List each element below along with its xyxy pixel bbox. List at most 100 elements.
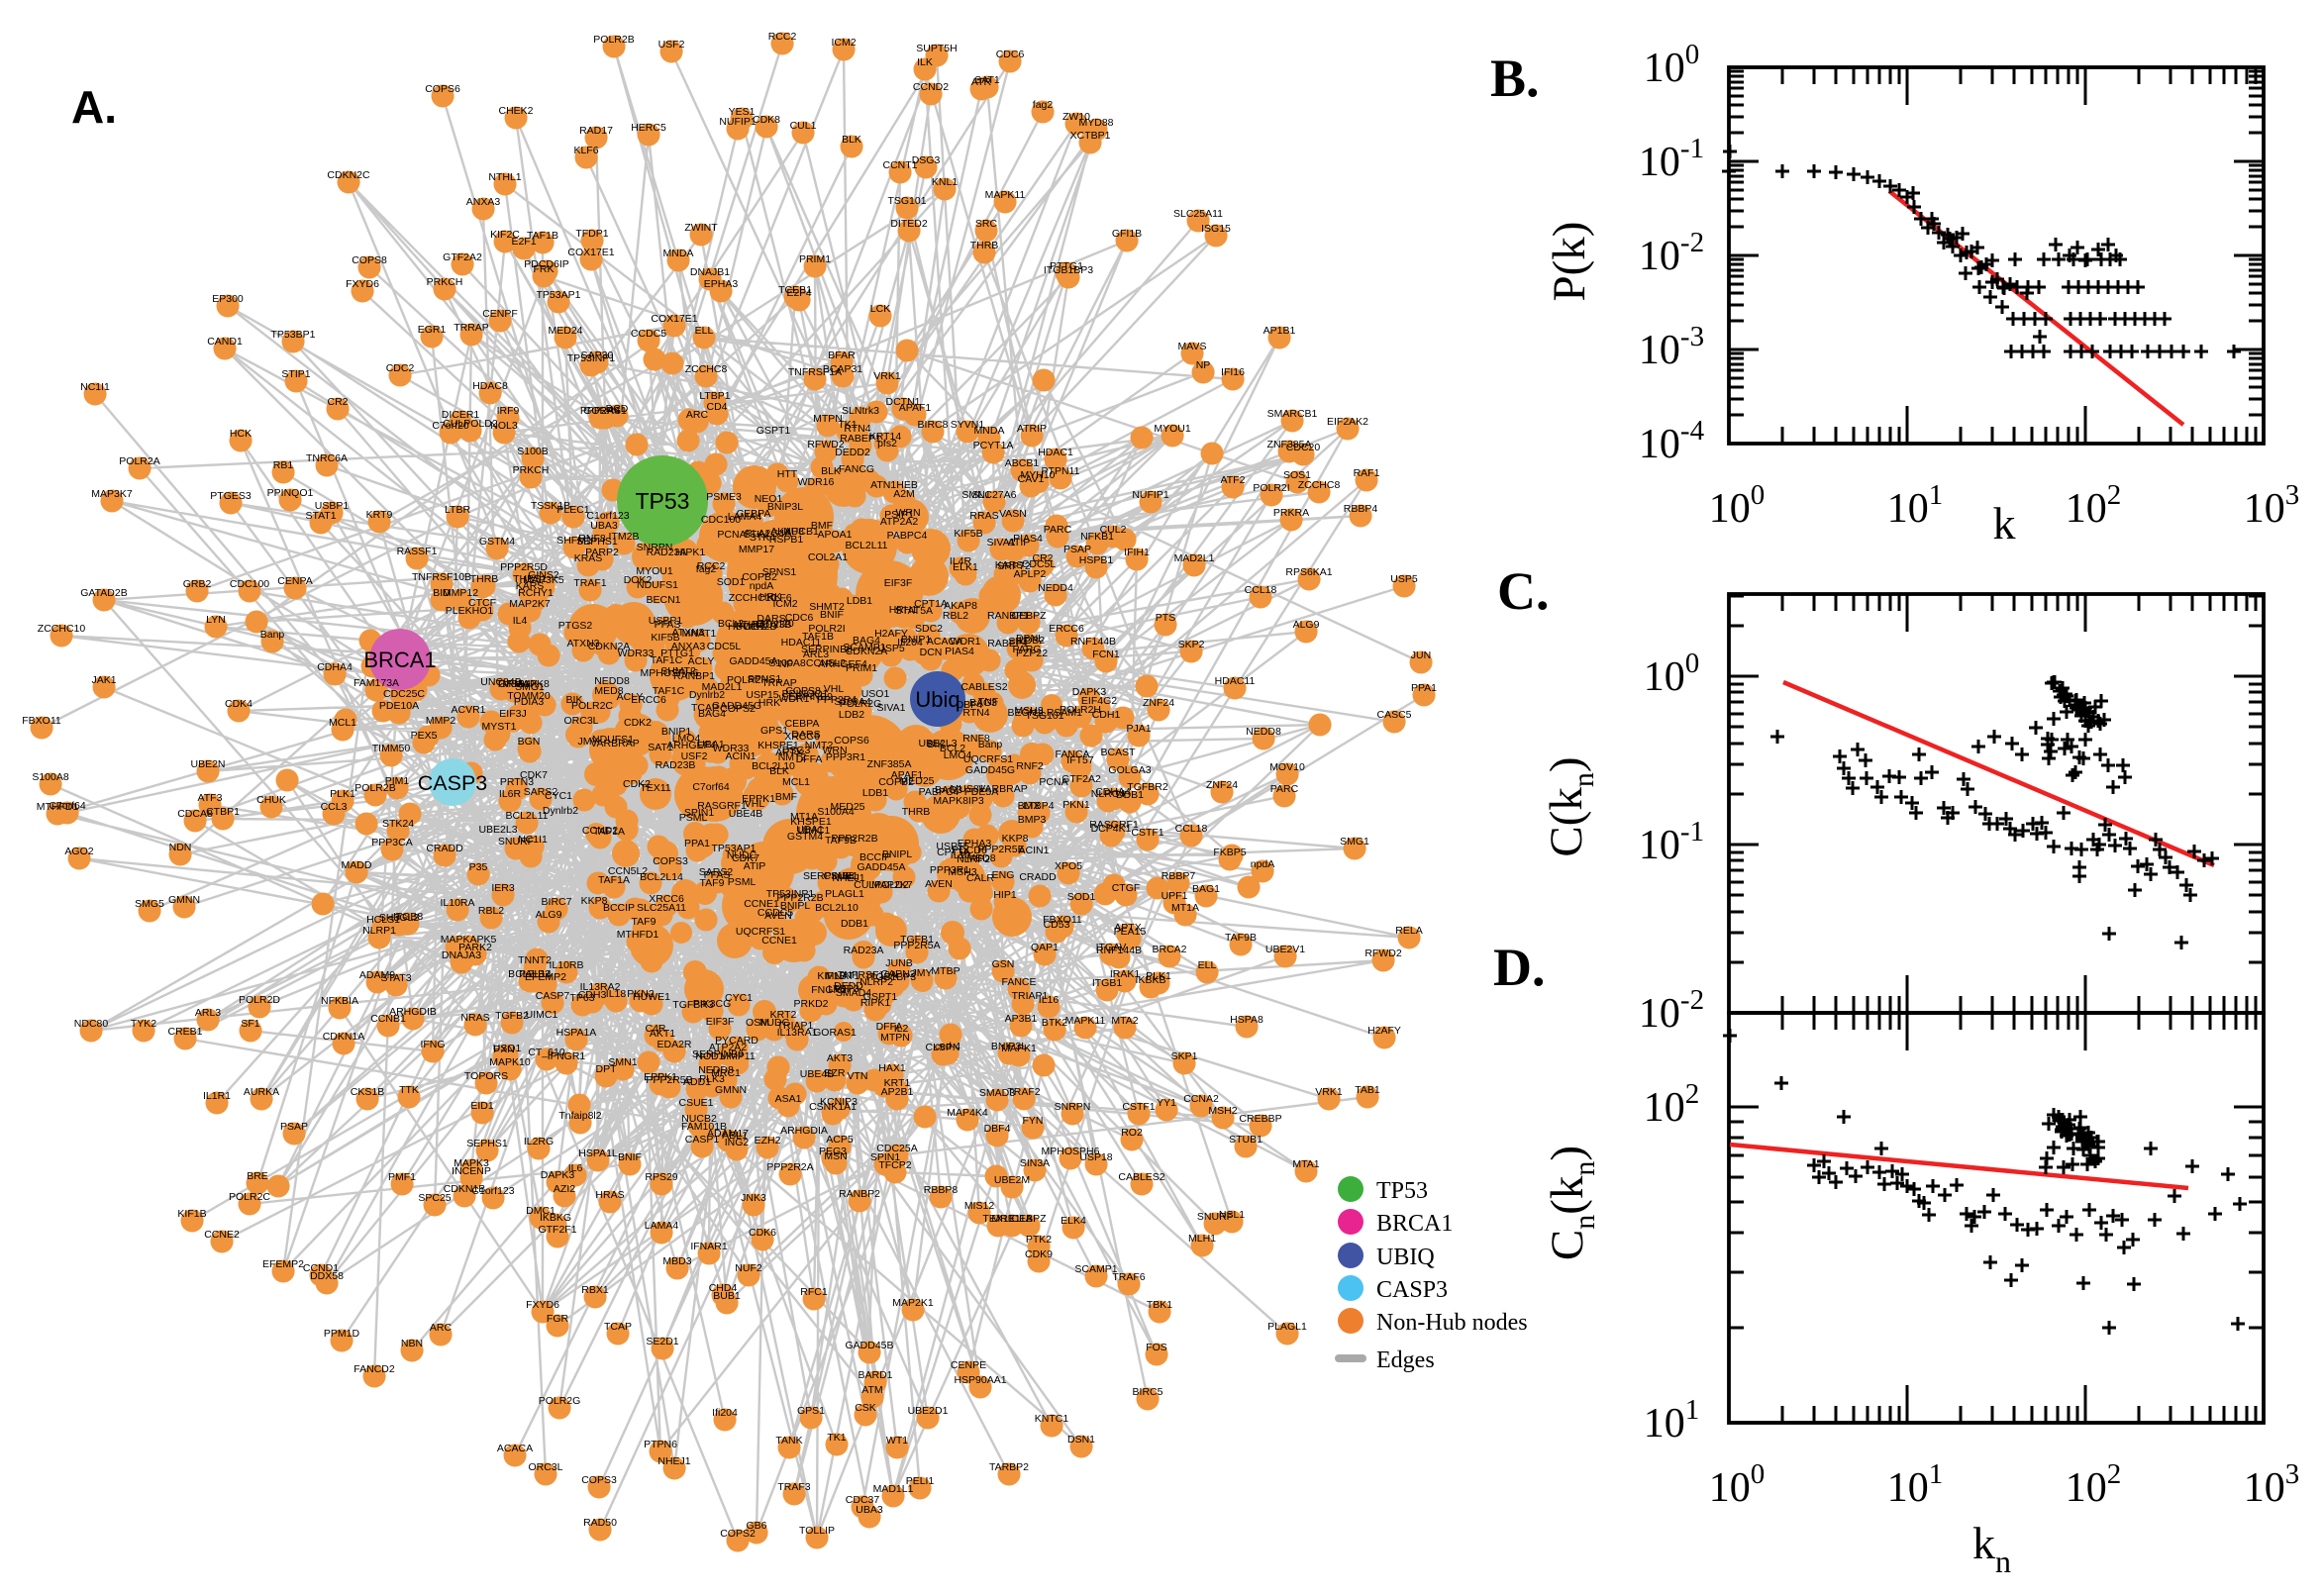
svg-text:BFAR: BFAR (828, 349, 856, 361)
svg-text:PYCARD: PYCARD (715, 1035, 758, 1047)
svg-text:ITGB1: ITGB1 (1092, 977, 1123, 989)
svg-text:MMP12: MMP12 (443, 587, 478, 599)
svg-text:EID1: EID1 (470, 1100, 494, 1112)
svg-text:GOLGA3: GOLGA3 (1108, 764, 1151, 776)
svg-text:D.: D. (1493, 938, 1546, 997)
svg-text:MAD1L1: MAD1L1 (873, 1483, 914, 1495)
svg-text:ZWINT: ZWINT (684, 222, 718, 234)
svg-text:EIF3F: EIF3F (884, 577, 913, 589)
svg-text:RTN4: RTN4 (962, 707, 989, 719)
svg-text:FANCG: FANCG (839, 463, 874, 475)
svg-text:ZCCHC10: ZCCHC10 (38, 623, 86, 635)
svg-text:SIVA1: SIVA1 (987, 537, 1016, 549)
svg-text:COPS3: COPS3 (581, 1474, 617, 1486)
svg-text:IL10: IL10 (951, 849, 971, 861)
svg-text:TNRC6A: TNRC6A (306, 452, 348, 464)
svg-text:ATM: ATM (861, 1384, 882, 1396)
svg-text:NDUFS1: NDUFS1 (637, 579, 678, 591)
svg-text:NDUFS1: NDUFS1 (592, 734, 634, 746)
svg-text:SNURF: SNURF (498, 836, 534, 848)
svg-text:ATF2: ATF2 (1221, 474, 1246, 486)
svg-text:CD53: CD53 (1044, 919, 1070, 931)
svg-text:USP5: USP5 (877, 643, 905, 654)
svg-text:TK1: TK1 (827, 1432, 846, 1444)
svg-text:TRIAP1: TRIAP1 (1012, 990, 1049, 1002)
svg-text:ERCC6: ERCC6 (1049, 623, 1084, 635)
svg-text:RANBP1: RANBP1 (987, 610, 1029, 622)
svg-text:PDIA3: PDIA3 (514, 696, 545, 708)
svg-text:USP5: USP5 (1390, 573, 1418, 585)
svg-text:CRADD: CRADD (1019, 871, 1057, 883)
svg-text:fag2: fag2 (1033, 99, 1054, 111)
svg-text:DSG3: DSG3 (912, 154, 941, 166)
svg-text:RBL2: RBL2 (943, 610, 968, 622)
svg-text:BRCA2: BRCA2 (1152, 944, 1186, 955)
svg-text:MMP17: MMP17 (739, 544, 774, 555)
svg-text:TAF1A: TAF1A (598, 874, 630, 886)
svg-text:PRIM1: PRIM1 (846, 662, 877, 674)
svg-text:SMAD3: SMAD3 (979, 1087, 1015, 1099)
svg-text:PEX5: PEX5 (411, 730, 438, 742)
svg-text:NEDD8: NEDD8 (1246, 726, 1281, 738)
svg-text:NHEJ1: NHEJ1 (832, 872, 864, 884)
svg-text:UQCRFS1: UQCRFS1 (963, 753, 1013, 765)
svg-text:TRAF1: TRAF1 (573, 577, 606, 589)
svg-text:H2AFY: H2AFY (1367, 1025, 1401, 1037)
svg-text:NUDC: NUDC (759, 1017, 790, 1029)
svg-text:PPP2R4: PPP2R4 (817, 694, 857, 706)
svg-text:SIN3A: SIN3A (1020, 1157, 1050, 1169)
svg-text:UBE2N: UBE2N (190, 758, 225, 770)
svg-text:CCDC5: CCDC5 (631, 328, 666, 340)
svg-text:MAPK8IP3: MAPK8IP3 (933, 795, 984, 807)
svg-text:KLF6: KLF6 (573, 145, 598, 156)
svg-text:RNF8: RNF8 (578, 533, 606, 545)
svg-text:CKS1B: CKS1B (351, 1086, 384, 1098)
svg-text:CCL18: CCL18 (1245, 584, 1277, 596)
svg-text:DCP4K1: DCP4K1 (1091, 823, 1132, 835)
svg-text:GADD45A: GADD45A (729, 655, 777, 667)
svg-text:NLRP2: NLRP2 (859, 976, 893, 988)
svg-text:POLR2A: POLR2A (119, 455, 159, 467)
svg-text:CCL3: CCL3 (321, 801, 348, 813)
svg-text:SOS1: SOS1 (1283, 469, 1311, 481)
svg-text:KIF2C: KIF2C (490, 229, 520, 241)
svg-text:BIRC8: BIRC8 (918, 419, 949, 431)
svg-text:IER3: IER3 (491, 882, 515, 894)
svg-text:MAPK1: MAPK1 (1001, 1043, 1037, 1054)
svg-text:WRN: WRN (822, 745, 847, 756)
svg-text:PPP2R5B: PPP2R5B (646, 1074, 692, 1086)
svg-text:WDR16: WDR16 (798, 476, 835, 488)
svg-text:LAMA4: LAMA4 (728, 511, 762, 523)
svg-text:VHL: VHL (824, 683, 845, 695)
svg-text:ATF3: ATF3 (198, 792, 223, 804)
svg-text:PLK1: PLK1 (330, 788, 355, 800)
svg-text:NLRP1: NLRP1 (362, 925, 396, 937)
svg-text:SEPHS1: SEPHS1 (576, 536, 618, 548)
svg-text:TTK: TTK (399, 1084, 419, 1096)
svg-text:HDAC11: HDAC11 (781, 637, 822, 648)
svg-text:ARHGEF4: ARHGEF4 (818, 658, 867, 670)
svg-text:HRK: HRK (758, 697, 780, 709)
svg-text:COPS8: COPS8 (352, 254, 387, 266)
svg-text:TAB1: TAB1 (1355, 1084, 1380, 1096)
svg-text:SE2D1: SE2D1 (646, 1336, 678, 1347)
svg-text:KRAS: KRAS (574, 552, 603, 564)
svg-text:CCN5L2: CCN5L2 (608, 865, 648, 877)
svg-text:S100B: S100B (517, 446, 549, 457)
svg-text:HDAC11: HDAC11 (1215, 675, 1256, 687)
svg-text:CCNT1: CCNT1 (882, 159, 917, 171)
svg-text:SERPINB8: SERPINB8 (803, 870, 855, 882)
svg-text:XRCC6: XRCC6 (784, 731, 820, 743)
svg-text:CR2: CR2 (327, 396, 348, 408)
svg-text:PLEC1: PLEC1 (556, 504, 589, 516)
svg-text:CDKN1A: CDKN1A (323, 1031, 365, 1043)
svg-text:ERCC6: ERCC6 (631, 694, 666, 706)
svg-text:TMSB4X: TMSB4X (496, 678, 538, 690)
svg-text:PCNA: PCNA (1039, 776, 1067, 788)
svg-text:FXYD6: FXYD6 (526, 1299, 559, 1311)
svg-text:CAND1: CAND1 (207, 336, 243, 348)
svg-text:ELL: ELL (695, 325, 714, 337)
svg-text:LYN: LYN (206, 614, 226, 626)
svg-text:DNAJA3: DNAJA3 (442, 949, 481, 961)
svg-text:MAVS: MAVS (1178, 341, 1207, 352)
